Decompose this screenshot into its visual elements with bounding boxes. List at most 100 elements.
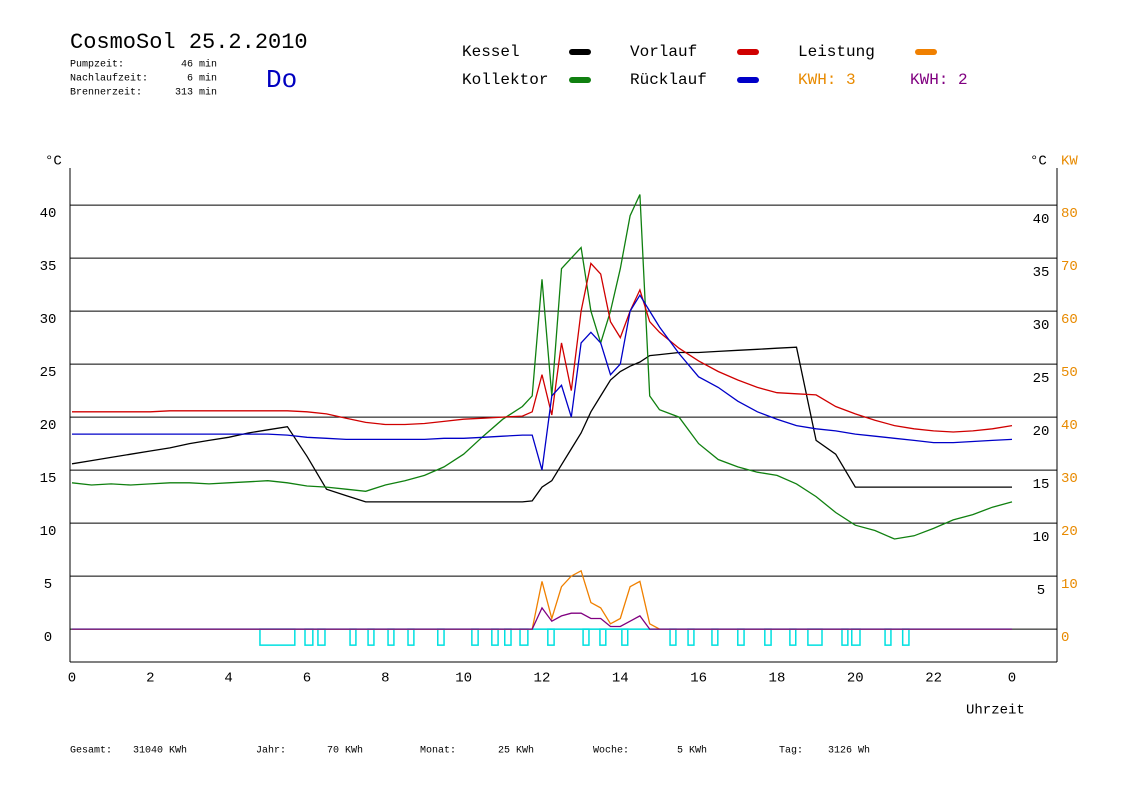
y2-tick-label: 10 — [1061, 577, 1078, 593]
x-tick-label: 0 — [68, 671, 76, 687]
x-tick-label: 8 — [381, 671, 389, 687]
footer-value: 5 KWh — [677, 745, 707, 757]
pump-interval — [841, 628, 849, 646]
y-tick-label: 10 — [40, 524, 57, 540]
y-tick-label: 15 — [40, 471, 57, 487]
pump-interval — [407, 628, 415, 646]
y-tick-label-right: 35 — [1033, 265, 1050, 281]
pump-interval — [901, 628, 910, 646]
x-axis-label: Uhrzeit — [966, 703, 1025, 719]
legend-label: KWH: 2 — [910, 71, 968, 89]
y-tick-label-right: 15 — [1033, 477, 1050, 493]
series-line — [72, 293, 1013, 471]
chart-title: CosmoSol 25.2.2010 — [70, 30, 308, 55]
pump-interval — [621, 628, 629, 646]
y2-tick-label: 30 — [1061, 471, 1078, 487]
y-tick-label: 35 — [40, 259, 57, 275]
x-tick-label: 16 — [690, 671, 707, 687]
y-tick-label-right: 20 — [1033, 424, 1050, 440]
pump-interval — [491, 628, 499, 646]
legend-label: Vorlauf — [630, 43, 697, 61]
series-line — [71, 346, 1012, 503]
pump-interval — [519, 628, 529, 646]
weekday: Do — [266, 65, 297, 95]
x-tick-label: 0 — [1008, 671, 1016, 687]
pump-interval — [884, 628, 892, 646]
x-tick-label: 20 — [847, 671, 864, 687]
y-tick-label: 5 — [44, 577, 52, 593]
pump-interval — [387, 628, 395, 646]
y2-tick-label: 50 — [1061, 365, 1078, 381]
pump-interval — [807, 628, 823, 646]
info-value: 46 min — [181, 59, 217, 71]
info-value: 6 min — [187, 73, 217, 85]
y2-tick-label: 80 — [1061, 206, 1078, 222]
pump-interval — [367, 628, 375, 646]
y-tick-label: 30 — [40, 312, 57, 328]
pump-interval — [437, 628, 445, 646]
pump-interval — [764, 628, 772, 646]
annotation: KWH: 3 — [798, 71, 856, 89]
y-axis-label-right: °C — [1030, 154, 1047, 170]
x-tick-label: 6 — [303, 671, 311, 687]
pump-interval — [669, 628, 677, 646]
y-axis-label: °C — [45, 154, 62, 170]
footer-value: 25 KWh — [498, 745, 534, 757]
footer-value: 31040 KWh — [133, 745, 187, 757]
footer-value: 3126 Wh — [828, 745, 870, 757]
y2-tick-label: 20 — [1061, 524, 1078, 540]
info-label: Brennerzeit: — [70, 87, 142, 99]
legend-label: Kollektor — [462, 71, 548, 89]
y-tick-label: 25 — [40, 365, 57, 381]
x-tick-label: 18 — [769, 671, 786, 687]
x-tick-label: 22 — [925, 671, 942, 687]
footer-label: Jahr: — [256, 745, 286, 757]
x-tick-label: 2 — [146, 671, 154, 687]
footer-label: Tag: — [779, 746, 803, 757]
pump-interval — [582, 628, 590, 646]
x-tick-label: 4 — [224, 671, 232, 687]
pump-interval — [259, 628, 296, 646]
y-tick-label: 20 — [40, 418, 57, 434]
y-tick-label-right: 10 — [1033, 530, 1050, 546]
pump-interval — [304, 628, 314, 646]
pump-interval — [349, 628, 357, 646]
y-tick-label-right: 30 — [1033, 318, 1050, 334]
pump-interval — [789, 628, 797, 646]
series-line — [72, 262, 1013, 433]
x-tick-label: 14 — [612, 671, 629, 687]
info-value: 313 min — [175, 87, 217, 99]
series-line — [72, 606, 1012, 630]
y2-axis-label: KW — [1061, 154, 1078, 170]
legend-label: Leistung — [798, 43, 875, 61]
pump-interval — [711, 628, 719, 646]
x-tick-label: 10 — [455, 671, 472, 687]
pump-interval — [504, 628, 512, 646]
pump-interval — [687, 628, 695, 646]
y-tick-label-right: 25 — [1033, 371, 1050, 387]
footer-label: Gesamt: — [70, 746, 112, 757]
y2-tick-label: 0 — [1061, 630, 1069, 646]
series-line — [71, 194, 1013, 540]
pump-interval — [547, 628, 555, 646]
footer-label: Woche: — [593, 745, 629, 757]
legend-label: Rücklauf — [630, 71, 707, 89]
pump-interval — [851, 628, 861, 646]
series-line — [72, 569, 1012, 630]
y2-tick-label: 70 — [1061, 259, 1078, 275]
pump-interval — [317, 628, 326, 646]
y-tick-label: 40 — [40, 206, 57, 222]
pump-interval — [471, 628, 479, 646]
footer-value: 70 KWh — [327, 745, 363, 757]
y-tick-label: 0 — [44, 630, 52, 646]
footer-label: Monat: — [420, 746, 456, 757]
pump-interval — [737, 628, 745, 646]
y-tick-label-right: 40 — [1033, 212, 1050, 228]
info-label: Nachlaufzeit: — [70, 73, 148, 85]
info-label: Pumpzeit: — [70, 59, 124, 71]
x-tick-label: 12 — [534, 671, 551, 687]
y2-tick-label: 40 — [1061, 418, 1078, 434]
y2-tick-label: 60 — [1061, 312, 1078, 328]
legend-label: Kessel — [462, 43, 520, 61]
